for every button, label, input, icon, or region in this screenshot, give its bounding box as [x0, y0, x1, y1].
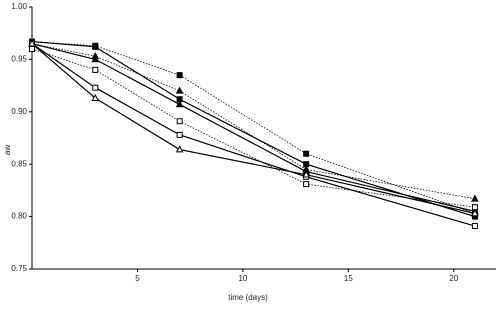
marker — [92, 84, 99, 91]
x-axis-title: time (days) — [228, 293, 268, 302]
marker — [176, 131, 183, 138]
series-line — [31, 40, 476, 218]
marker — [175, 145, 184, 153]
marker — [92, 66, 99, 73]
series-line — [31, 43, 475, 200]
x-tick-label: 15 — [344, 274, 353, 283]
marker — [471, 223, 478, 230]
x-tick-label: 10 — [238, 274, 247, 283]
y-tick-label: 0.85 — [11, 159, 27, 168]
series-line — [31, 48, 475, 208]
marker — [91, 93, 100, 101]
marker — [29, 45, 35, 52]
marker — [92, 43, 99, 50]
marker — [303, 150, 310, 157]
y-tick-label: 1.00 — [11, 2, 27, 11]
series-line — [31, 43, 476, 212]
y-tick-label: 0.90 — [11, 107, 27, 116]
marker — [471, 204, 478, 211]
y-axis-title: aw — [3, 145, 12, 155]
marker — [471, 209, 479, 217]
marker — [302, 170, 311, 178]
marker — [175, 86, 184, 94]
marker — [303, 181, 310, 188]
marker — [471, 194, 479, 202]
marker — [176, 118, 183, 125]
marker — [28, 39, 36, 47]
y-tick-label: 0.95 — [11, 55, 27, 64]
marker — [176, 72, 183, 79]
y-tick-label: 0.75 — [11, 264, 27, 273]
marker — [91, 55, 100, 63]
x-tick-label: 20 — [449, 274, 458, 283]
series-line — [31, 41, 476, 214]
series-line — [31, 43, 476, 215]
x-tick-label: 5 — [135, 274, 140, 283]
marker — [175, 100, 184, 108]
y-tick-label: 0.80 — [11, 212, 27, 221]
